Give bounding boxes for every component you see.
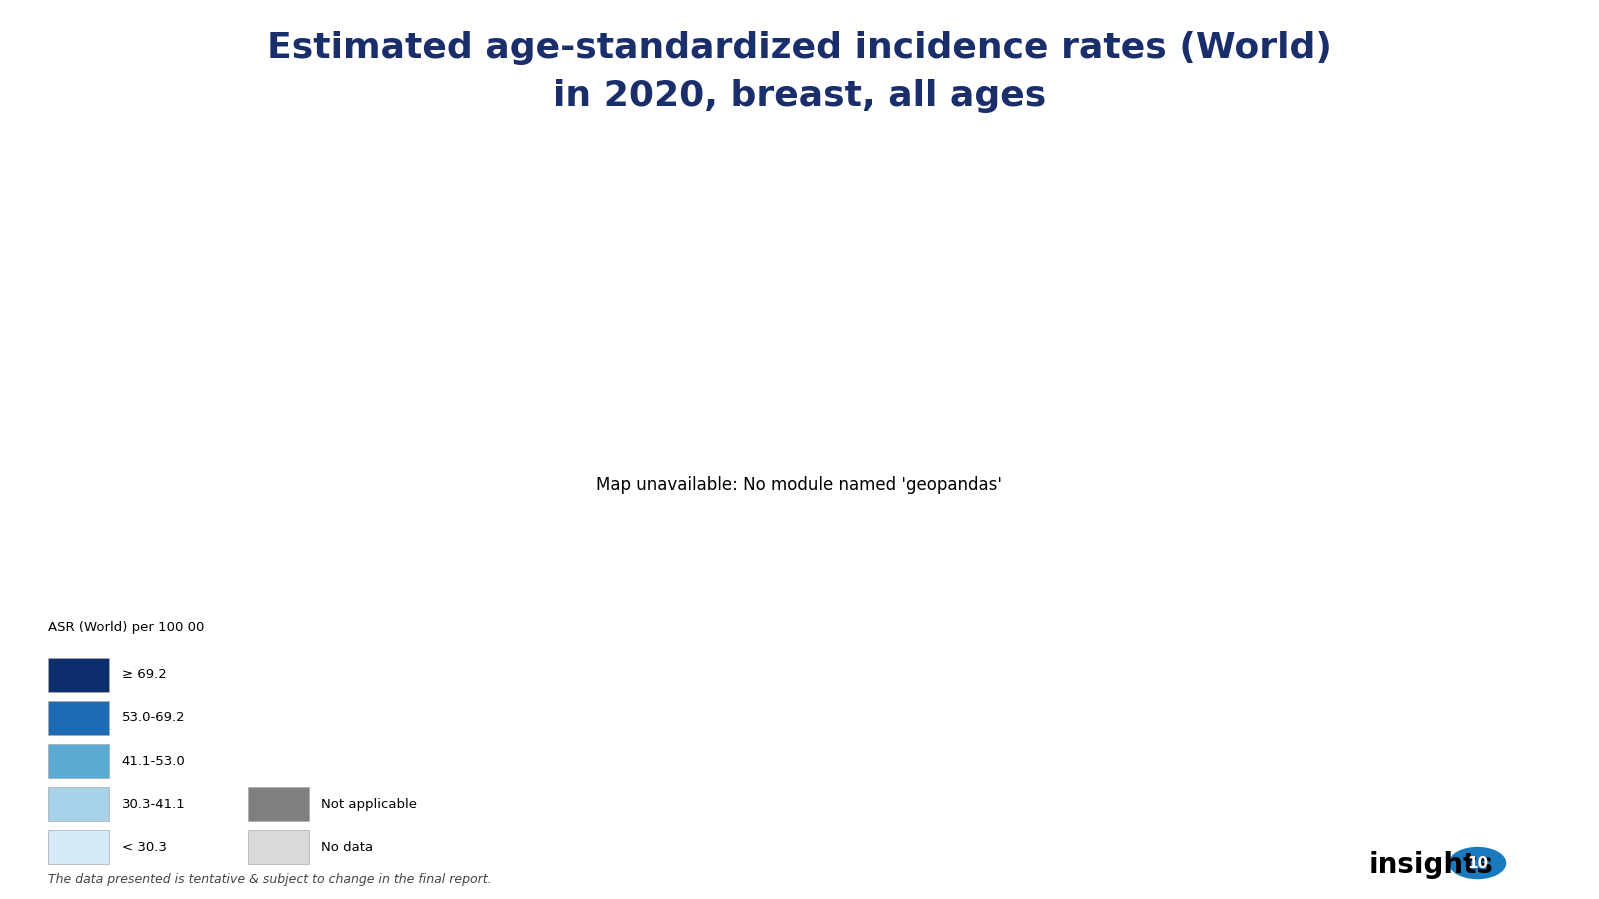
Text: 53.0-69.2: 53.0-69.2 (122, 711, 185, 725)
Text: 41.1-53.0: 41.1-53.0 (122, 754, 185, 768)
Text: 30.3-41.1: 30.3-41.1 (122, 797, 185, 811)
Text: ≥ 69.2: ≥ 69.2 (122, 668, 166, 681)
Text: ASR (World) per 100 00: ASR (World) per 100 00 (48, 621, 205, 634)
Text: No data: No data (321, 841, 374, 854)
Text: Estimated age-standardized incidence rates (World)
in 2020, breast, all ages: Estimated age-standardized incidence rat… (267, 31, 1332, 113)
Text: Map unavailable: No module named 'geopandas': Map unavailable: No module named 'geopan… (596, 476, 1003, 494)
Text: insights: insights (1369, 850, 1493, 879)
Text: 10: 10 (1466, 856, 1489, 870)
Text: < 30.3: < 30.3 (122, 841, 166, 854)
Text: Not applicable: Not applicable (321, 797, 417, 811)
Text: The data presented is tentative & subject to change in the final report.: The data presented is tentative & subjec… (48, 873, 491, 886)
